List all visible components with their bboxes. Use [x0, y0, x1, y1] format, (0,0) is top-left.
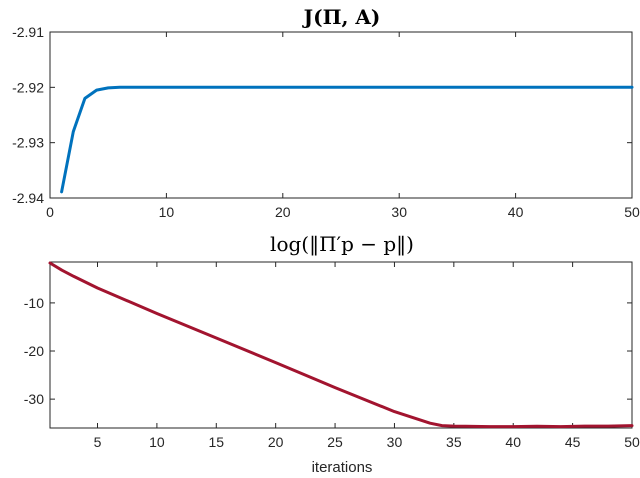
x-tick-label: 20 — [275, 204, 291, 220]
plot-area — [49, 261, 633, 429]
y-tick-label: -2.94 — [12, 190, 44, 206]
x-tick-label: 50 — [624, 434, 640, 450]
x-tick-label: 45 — [565, 434, 581, 450]
x-tick-label: 30 — [387, 434, 403, 450]
x-tick-label: 40 — [505, 434, 521, 450]
series-line — [48, 261, 634, 429]
x-tick-label: 10 — [149, 434, 165, 450]
chart-title: log(‖Π′p − p‖) — [270, 232, 414, 257]
plot-area — [49, 31, 633, 199]
y-tick-label: -2.92 — [12, 79, 44, 95]
objective-chart: J(Π, A) 0 10 20 30 40 50 -2.94 -2.93 -2.92 -2.91 — [12, 5, 640, 220]
x-axis-label: iterations — [312, 459, 373, 476]
x-tick-label: 0 — [46, 204, 54, 220]
x-tick-label: 40 — [508, 204, 524, 220]
y-tick-label: -2.93 — [12, 135, 44, 151]
y-tick-label: -30 — [24, 391, 44, 407]
x-tick-label: 20 — [268, 434, 284, 450]
y-tick-label: -10 — [24, 295, 44, 311]
x-tick-label: 15 — [208, 434, 224, 450]
y-tick-label: -2.91 — [12, 24, 44, 40]
x-tick-label: 30 — [391, 204, 407, 220]
x-tick-label: 10 — [159, 204, 175, 220]
y-tick-label: -20 — [24, 343, 44, 359]
x-tick-label: 25 — [327, 434, 343, 450]
series-line — [60, 85, 634, 194]
x-tick-label: 5 — [94, 434, 102, 450]
chart-title: J(Π, A) — [302, 5, 381, 29]
x-tick-label: 50 — [624, 204, 640, 220]
x-tick-label: 35 — [446, 434, 462, 450]
residual-chart: log(‖Π′p − p‖) 5 10 15 20 25 30 35 40 45 50 -10 -20… — [24, 232, 640, 476]
